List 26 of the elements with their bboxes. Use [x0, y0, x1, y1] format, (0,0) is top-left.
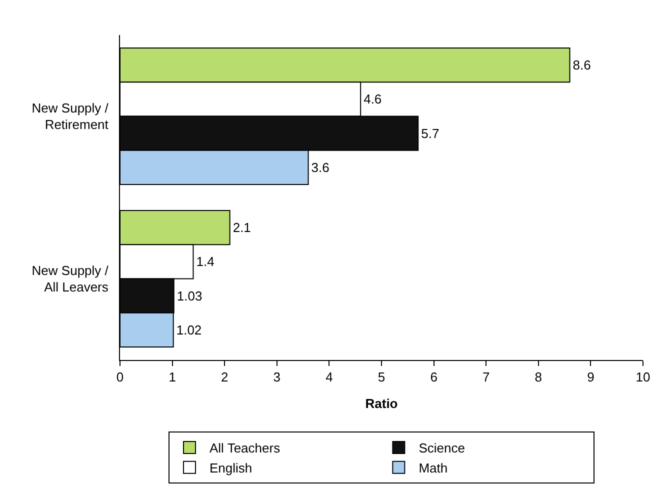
x-tick-label: 9 [587, 370, 594, 385]
x-tick-label: 10 [636, 370, 650, 385]
x-tick-label: 5 [378, 370, 386, 385]
x-tick-label: 7 [482, 370, 490, 385]
x-axis-title: Ratio [365, 396, 398, 412]
data-label: 5.7 [421, 126, 440, 141]
data-label: 2.1 [232, 220, 251, 236]
data-label: 1.03 [176, 288, 202, 304]
data-label: 1.02 [176, 322, 202, 338]
legend-label: Math [418, 460, 448, 476]
x-tick-label: 3 [273, 370, 281, 385]
legend-label: English [210, 460, 252, 476]
legend-label: All Teachers [210, 440, 281, 456]
data-label: 1.4 [196, 254, 214, 270]
data-label: 8.6 [572, 58, 591, 73]
x-tick-label: 6 [430, 370, 438, 385]
y-tick-label: New Supply / All Leavers [32, 262, 109, 295]
x-tick-label: 1 [168, 370, 176, 385]
data-label: 3.6 [311, 160, 330, 175]
x-tick-label: 8 [534, 370, 542, 385]
y-tick-label: New Supply / Retirement [32, 100, 109, 132]
x-tick-label: 2 [220, 370, 228, 385]
x-tick-label: 0 [116, 370, 124, 385]
data-label: 4.6 [364, 92, 382, 107]
x-tick-label: 4 [326, 370, 333, 385]
legend-label: Science [418, 440, 465, 456]
